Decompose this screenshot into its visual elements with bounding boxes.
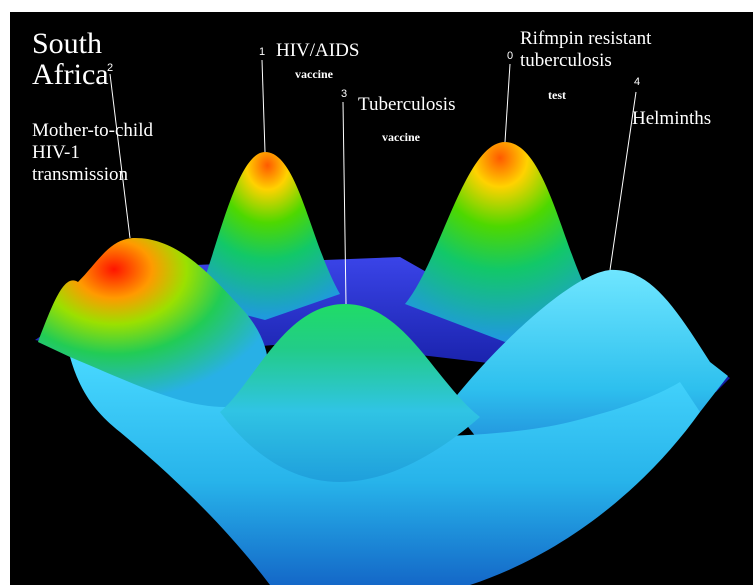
peak-label-3: Tuberculosis	[358, 94, 456, 115]
peak-index-3: 3	[341, 88, 348, 100]
peak-label-2-line1: Mother-to-child	[32, 120, 153, 141]
peak-0-surface	[405, 142, 595, 342]
peak-label-2-line2: HIV-1	[32, 142, 80, 163]
leader-line-1	[261, 59, 266, 153]
leader-lines	[109, 59, 637, 305]
peak-label-4: Helminths	[632, 108, 712, 129]
peak-label-2-line3: transmission	[32, 164, 129, 185]
leader-line-2	[109, 73, 131, 239]
peak-1-surface	[195, 152, 340, 320]
peak-label-0-line2: tuberculosis	[520, 50, 612, 71]
peak-index-4: 4	[634, 76, 641, 88]
leader-line-3	[342, 101, 347, 305]
peak-sublabel-3: vaccine	[382, 130, 420, 144]
surface-plot-panel: South Africa 2 Mother-to-child HIV-1 tra…	[10, 12, 753, 585]
peak-index-1: 1	[259, 46, 266, 58]
peak-label-2: Mother-to-child HIV-1 transmission	[32, 120, 153, 186]
surface-plot	[35, 59, 730, 585]
peak-index-0: 0	[507, 50, 514, 62]
peak-sublabel-1: vaccine	[295, 67, 333, 81]
peak-3-surface	[220, 304, 480, 482]
region-title-line1: South	[32, 27, 103, 60]
leader-line-4	[609, 91, 637, 271]
peak-label-1: HIV/AIDS	[276, 40, 360, 61]
peak-sublabel-0: test	[548, 88, 566, 102]
peak-label-0: Rifmpin resistant tuberculosis	[520, 28, 651, 72]
leader-line-0	[504, 63, 511, 143]
peak-index-2: 2	[107, 62, 114, 74]
region-title-line2: Africa	[32, 58, 109, 91]
peak-label-0-line1: Rifmpin resistant	[520, 28, 652, 49]
region-title: South Africa	[32, 28, 109, 90]
